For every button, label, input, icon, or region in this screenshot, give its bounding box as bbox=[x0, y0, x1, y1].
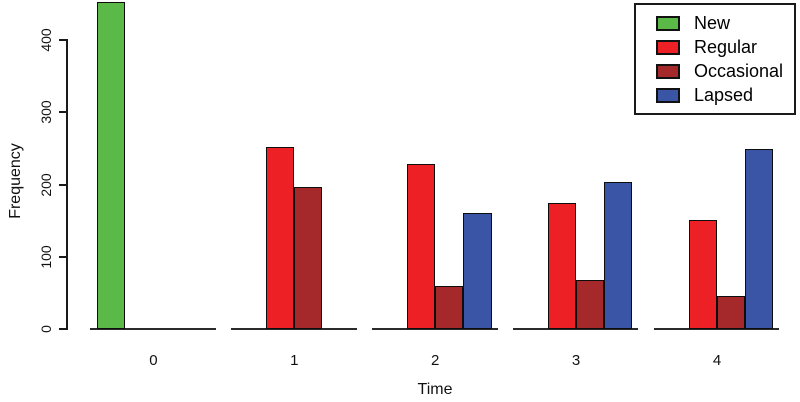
legend-label: Lapsed bbox=[694, 84, 754, 105]
bar-occasional-t3 bbox=[576, 279, 605, 329]
y-tick-mark bbox=[59, 111, 66, 114]
legend-swatch-icon bbox=[656, 15, 680, 31]
x-tick-label: 0 bbox=[149, 352, 158, 369]
y-tick-label: 200 bbox=[38, 172, 54, 197]
bar-occasional-t4 bbox=[717, 296, 746, 329]
bar-regular-t3 bbox=[547, 202, 577, 329]
legend-item-lapsed: Lapsed bbox=[656, 84, 782, 105]
legend-label: Regular bbox=[694, 36, 758, 57]
x-tick-label: 4 bbox=[712, 352, 722, 369]
x-axis-segment bbox=[512, 328, 639, 330]
x-axis-segment bbox=[90, 328, 216, 330]
x-axis-title: Time bbox=[417, 381, 453, 398]
legend-swatch-icon bbox=[656, 87, 680, 103]
legend: New Regular Occasional Lapsed bbox=[634, 3, 796, 115]
y-tick-mark bbox=[59, 255, 66, 258]
bar-lapsed-t4 bbox=[745, 149, 774, 329]
legend-rows: New Regular Occasional Lapsed bbox=[656, 12, 784, 105]
bar-occasional-t1 bbox=[294, 187, 323, 329]
y-axis-title: Frequency bbox=[7, 143, 24, 219]
x-axis-segment bbox=[653, 328, 780, 330]
y-tick-label: 0 bbox=[38, 325, 54, 333]
legend-item-occasional: Occasional bbox=[656, 60, 784, 81]
legend-item-new: New bbox=[656, 12, 782, 33]
x-tick-label: 2 bbox=[431, 352, 440, 369]
bar-lapsed-t3 bbox=[604, 182, 633, 329]
bar-regular-t1 bbox=[266, 146, 295, 329]
y-tick-label: 400 bbox=[38, 28, 54, 52]
bar-regular-t2 bbox=[407, 164, 436, 329]
legend-swatch-icon bbox=[656, 63, 680, 79]
bar-occasional-t2 bbox=[435, 285, 464, 329]
x-axis-segment bbox=[371, 328, 498, 330]
bar-lapsed-t2 bbox=[463, 213, 492, 329]
y-tick-mark bbox=[59, 328, 66, 330]
legend-label: Occasional bbox=[694, 60, 784, 81]
y-axis-line bbox=[66, 39, 68, 330]
y-tick-mark bbox=[59, 183, 66, 186]
y-tick-label: 300 bbox=[38, 100, 54, 124]
legend-label: New bbox=[694, 12, 731, 33]
y-tick-label: 100 bbox=[38, 245, 54, 269]
legend-swatch-icon bbox=[656, 39, 680, 55]
x-tick-label: 3 bbox=[571, 352, 581, 369]
y-tick-mark bbox=[59, 39, 66, 41]
bar-new-t0 bbox=[97, 1, 126, 329]
x-axis-segment bbox=[230, 328, 357, 330]
bar-regular-t4 bbox=[688, 219, 717, 329]
legend-item-regular: Regular bbox=[656, 36, 782, 57]
x-tick-label: 1 bbox=[290, 352, 299, 369]
